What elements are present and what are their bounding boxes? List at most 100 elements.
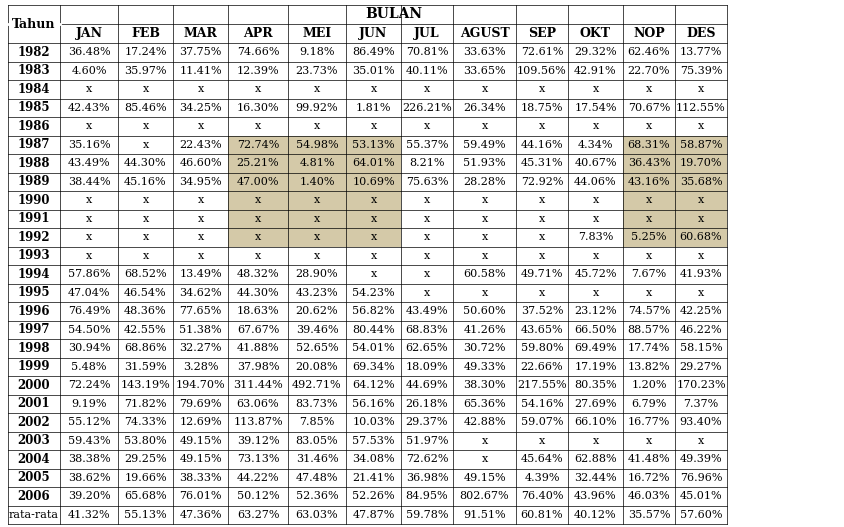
Text: 64.01%: 64.01%: [352, 158, 395, 168]
Text: 1988: 1988: [18, 157, 51, 170]
Text: x: x: [255, 84, 261, 94]
Text: 57.86%: 57.86%: [68, 269, 111, 279]
Text: 2005: 2005: [18, 471, 51, 484]
Text: x: x: [86, 195, 92, 205]
Text: 80.35%: 80.35%: [574, 380, 617, 391]
Text: 27.69%: 27.69%: [574, 399, 617, 409]
Text: 49.15%: 49.15%: [179, 436, 222, 446]
Text: x: x: [143, 84, 149, 94]
Text: 30.94%: 30.94%: [68, 343, 111, 353]
Text: 16.30%: 16.30%: [236, 103, 279, 113]
Text: 38.44%: 38.44%: [68, 177, 111, 187]
Text: 23.73%: 23.73%: [295, 66, 338, 76]
Text: 1997: 1997: [18, 323, 51, 336]
Text: 53.80%: 53.80%: [124, 436, 167, 446]
Text: 18.63%: 18.63%: [236, 306, 279, 316]
Text: 75.63%: 75.63%: [406, 177, 448, 187]
Text: 54.50%: 54.50%: [68, 325, 111, 335]
Text: 29.25%: 29.25%: [124, 454, 167, 464]
Bar: [288, 172, 346, 191]
Text: x: x: [698, 436, 704, 446]
Bar: [346, 228, 401, 247]
Text: 28.90%: 28.90%: [295, 269, 338, 279]
Text: 29.32%: 29.32%: [574, 47, 617, 57]
Text: 21.41%: 21.41%: [352, 473, 395, 483]
Text: OKT: OKT: [580, 27, 611, 40]
Text: x: x: [481, 454, 488, 464]
Text: 40.12%: 40.12%: [574, 510, 617, 520]
Text: 17.24%: 17.24%: [124, 47, 167, 57]
Text: 62.88%: 62.88%: [574, 454, 617, 464]
Text: 68.52%: 68.52%: [124, 269, 167, 279]
Text: 45.01%: 45.01%: [679, 491, 722, 501]
Text: x: x: [255, 195, 261, 205]
Text: 1999: 1999: [18, 360, 51, 373]
Text: 5.25%: 5.25%: [631, 232, 667, 242]
Text: 34.25%: 34.25%: [179, 103, 222, 113]
Text: x: x: [592, 251, 598, 261]
Text: 54.23%: 54.23%: [352, 288, 395, 298]
Bar: [623, 172, 675, 191]
Text: 3.28%: 3.28%: [183, 362, 219, 372]
Text: x: x: [314, 121, 320, 131]
Text: x: x: [698, 214, 704, 224]
Text: 7.37%: 7.37%: [684, 399, 718, 409]
Text: 41.26%: 41.26%: [463, 325, 506, 335]
Text: FEB: FEB: [131, 27, 160, 40]
Text: 1987: 1987: [18, 138, 51, 151]
Text: 56.16%: 56.16%: [352, 399, 395, 409]
Text: 58.87%: 58.87%: [679, 140, 722, 150]
Text: x: x: [255, 251, 261, 261]
Text: 86.49%: 86.49%: [352, 47, 395, 57]
Text: x: x: [424, 214, 430, 224]
Text: x: x: [197, 232, 203, 242]
Text: 65.68%: 65.68%: [124, 491, 167, 501]
Text: 43.49%: 43.49%: [68, 158, 111, 168]
Text: 16.72%: 16.72%: [628, 473, 670, 483]
Text: 1986: 1986: [18, 120, 51, 133]
Text: 47.00%: 47.00%: [237, 177, 279, 187]
Text: 49.33%: 49.33%: [463, 362, 506, 372]
Text: 31.59%: 31.59%: [124, 362, 167, 372]
Text: x: x: [197, 121, 203, 131]
Text: 26.34%: 26.34%: [463, 103, 506, 113]
Text: 67.67%: 67.67%: [237, 325, 279, 335]
Text: 1992: 1992: [18, 231, 51, 244]
Text: 33.63%: 33.63%: [463, 47, 506, 57]
Text: x: x: [197, 214, 203, 224]
Text: x: x: [424, 195, 430, 205]
Text: 2006: 2006: [18, 490, 51, 503]
Text: 88.57%: 88.57%: [628, 325, 670, 335]
Text: 25.21%: 25.21%: [236, 158, 279, 168]
Text: 18.75%: 18.75%: [521, 103, 563, 113]
Text: 73.13%: 73.13%: [237, 454, 279, 464]
Text: 52.26%: 52.26%: [352, 491, 395, 501]
Bar: [288, 135, 346, 154]
Text: 35.57%: 35.57%: [628, 510, 670, 520]
Text: 4.39%: 4.39%: [524, 473, 560, 483]
Text: 34.62%: 34.62%: [179, 288, 222, 298]
Text: 57.53%: 57.53%: [352, 436, 395, 446]
Text: 52.36%: 52.36%: [295, 491, 338, 501]
Text: 2004: 2004: [18, 453, 51, 466]
Text: NOP: NOP: [633, 27, 665, 40]
Text: 1.40%: 1.40%: [300, 177, 335, 187]
Text: 1996: 1996: [18, 305, 51, 318]
Text: x: x: [698, 251, 704, 261]
Text: x: x: [538, 195, 545, 205]
Text: x: x: [538, 84, 545, 94]
Text: x: x: [646, 214, 652, 224]
Text: 60.58%: 60.58%: [463, 269, 506, 279]
Text: MEI: MEI: [302, 27, 332, 40]
Text: 1982: 1982: [18, 46, 51, 58]
Text: 17.74%: 17.74%: [628, 343, 670, 353]
Bar: [228, 172, 288, 191]
Text: 11.41%: 11.41%: [179, 66, 222, 76]
Text: x: x: [314, 214, 320, 224]
Text: 38.62%: 38.62%: [68, 473, 111, 483]
Bar: [675, 172, 727, 191]
Text: 66.10%: 66.10%: [574, 417, 617, 427]
Text: 1985: 1985: [18, 101, 51, 114]
Text: 4.60%: 4.60%: [71, 66, 106, 76]
Bar: [675, 191, 727, 210]
